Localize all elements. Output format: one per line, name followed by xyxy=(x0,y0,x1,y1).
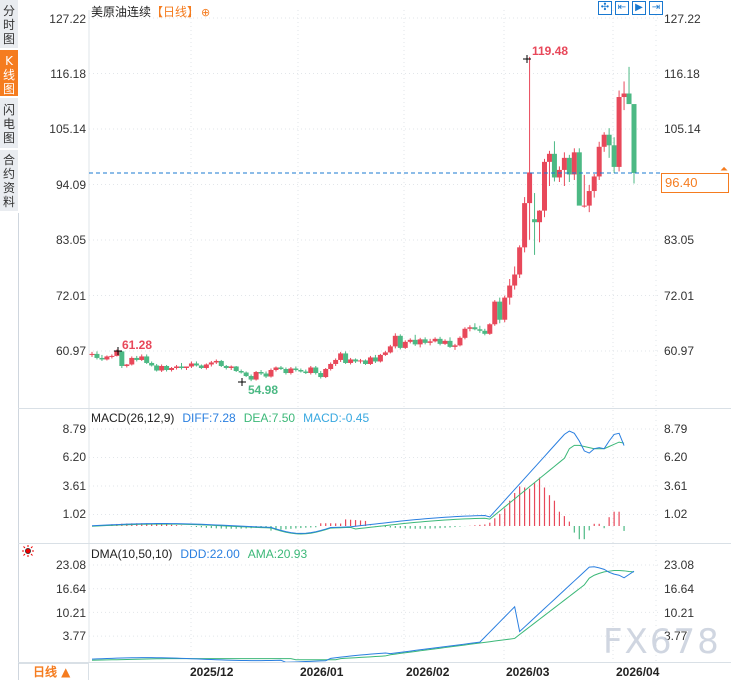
zoom-range-icon[interactable]: ⇤ xyxy=(615,1,629,15)
y-label-right: 60.97 xyxy=(664,344,695,358)
add-indicator-icon[interactable]: ⊕ xyxy=(201,6,211,19)
local-high-label: 61.28 xyxy=(122,338,153,352)
macd-y-label: 1.02 xyxy=(62,507,86,521)
macd-value: MACD:-0.45 xyxy=(303,411,370,425)
dma-y-label: 23.08 xyxy=(55,558,86,572)
y-label: 72.01 xyxy=(55,289,86,303)
tab-label: 闪电图 xyxy=(3,103,16,145)
x-label: 2026/04 xyxy=(616,665,660,679)
dma-legend: DMA(10,50,10) DDD:22.00 AMA:20.93 xyxy=(91,547,315,561)
y-label-right: 116.18 xyxy=(664,67,700,81)
y-label: 60.97 xyxy=(55,344,86,358)
current-price-tag: 96.40 xyxy=(661,173,729,193)
y-label: 105.14 xyxy=(49,122,86,136)
macd-y-label-right: 6.20 xyxy=(664,450,688,464)
dma-y-label-right: 16.64 xyxy=(664,582,695,596)
period-label[interactable]: 【日线】 xyxy=(151,5,200,19)
view-tabs: 分时图 K线图 闪电图 合约资料 xyxy=(0,0,18,213)
tab-label: K线图 xyxy=(3,54,16,96)
dma-title[interactable]: DMA(10,50,10) xyxy=(91,547,173,561)
chart-toolbar: ✣ ⇤ ▶ ⇥ xyxy=(598,1,663,15)
x-axis-line xyxy=(18,662,731,663)
macd-y-label: 8.79 xyxy=(62,422,86,436)
macd-y-label: 6.20 xyxy=(62,450,86,464)
y-label-right: 83.05 xyxy=(664,233,695,247)
tab-flash[interactable]: 闪电图 xyxy=(0,98,18,150)
x-label: 2026/01 xyxy=(300,665,344,679)
y-label-right: 127.22 xyxy=(664,12,701,26)
tab-kline[interactable]: K线图 xyxy=(0,50,18,98)
play-icon[interactable]: ▶ xyxy=(632,1,646,15)
dma-ddd: DDD:22.00 xyxy=(180,547,240,561)
y-label: 116.18 xyxy=(50,67,86,81)
y-label-right: 72.01 xyxy=(664,289,695,303)
macd-legend: MACD(26,12,9) DIFF:7.28 DEA:7.50 MACD:-0.45 xyxy=(91,411,377,425)
x-label: 2025/12 xyxy=(190,665,234,679)
dma-ama: AMA:20.93 xyxy=(247,547,308,561)
macd-dea: DEA:7.50 xyxy=(243,411,296,425)
y-label: 94.09 xyxy=(55,178,86,192)
x-label: 2026/03 xyxy=(506,665,550,679)
macd-title[interactable]: MACD(26,12,9) xyxy=(91,411,175,425)
period-selector[interactable]: 日线 ▲ xyxy=(19,663,89,680)
chart-title: 美原油连续【日线】 ⊕ xyxy=(91,3,210,20)
dma-y-label: 10.21 xyxy=(55,606,86,620)
scroll-up-icon[interactable]: ⏶ xyxy=(720,164,728,175)
panel-divider[interactable] xyxy=(18,408,731,409)
crosshair-icon[interactable]: ✣ xyxy=(598,1,612,15)
macd-y-label: 3.61 xyxy=(62,479,86,493)
dma-y-label-right: 3.77 xyxy=(664,629,688,643)
indicator-settings-icon[interactable] xyxy=(22,545,34,557)
tab-contract-info[interactable]: 合约资料 xyxy=(0,150,18,213)
macd-y-label-right: 1.02 xyxy=(664,507,688,521)
x-label: 2026/02 xyxy=(406,665,450,679)
y-label: 83.05 xyxy=(55,233,86,247)
macd-y-label-right: 3.61 xyxy=(664,479,688,493)
min-price-label: 54.98 xyxy=(248,383,279,397)
tab-label: 合约资料 xyxy=(3,153,16,209)
max-price-label: 119.48 xyxy=(532,44,569,58)
macd-y-label-right: 8.79 xyxy=(664,422,688,436)
watermark: FX678 xyxy=(603,622,721,662)
instrument-name: 美原油连续 xyxy=(91,5,152,19)
tab-label: 分时图 xyxy=(3,4,16,46)
dma-y-label-right: 23.08 xyxy=(664,558,695,572)
y-label: 127.22 xyxy=(49,12,86,26)
tab-intraday[interactable]: 分时图 xyxy=(0,0,18,50)
y-label-right: 105.14 xyxy=(664,122,701,136)
macd-diff: DIFF:7.28 xyxy=(182,411,236,425)
dma-y-label: 3.77 xyxy=(62,629,86,643)
left-border xyxy=(18,213,19,680)
dma-y-label: 16.64 xyxy=(55,582,86,596)
dma-y-label-right: 10.21 xyxy=(664,606,695,620)
goto-latest-icon[interactable]: ⇥ xyxy=(649,1,663,15)
panel-divider[interactable] xyxy=(18,543,731,544)
